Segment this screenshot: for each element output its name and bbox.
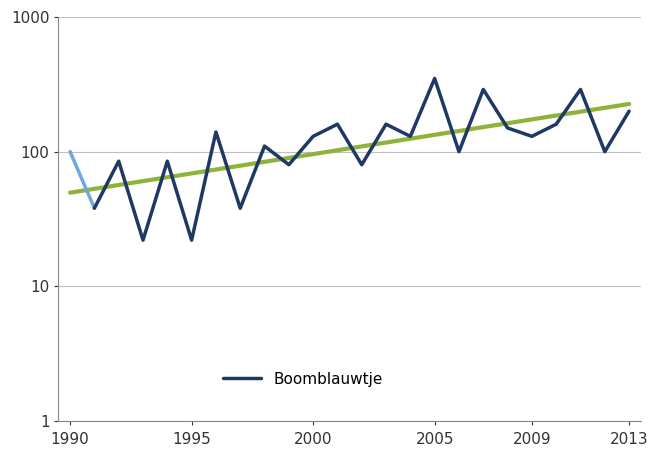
Boomblauwtje bbox=[407, 134, 414, 139]
Boomblauwtje bbox=[455, 149, 463, 154]
Boomblauwtje bbox=[576, 87, 584, 92]
Boomblauwtje bbox=[504, 125, 512, 131]
Boomblauwtje bbox=[552, 121, 560, 127]
Boomblauwtje bbox=[285, 162, 293, 168]
Boomblauwtje bbox=[115, 158, 123, 164]
Boomblauwtje bbox=[260, 143, 268, 149]
Boomblauwtje bbox=[431, 76, 439, 81]
Boomblauwtje bbox=[601, 149, 609, 154]
Boomblauwtje bbox=[139, 237, 147, 243]
Legend: Boomblauwtje: Boomblauwtje bbox=[217, 366, 389, 393]
Boomblauwtje bbox=[382, 121, 390, 127]
Boomblauwtje bbox=[334, 121, 342, 127]
Boomblauwtje bbox=[163, 158, 171, 164]
Boomblauwtje bbox=[212, 129, 220, 135]
Boomblauwtje bbox=[309, 134, 317, 139]
Boomblauwtje bbox=[236, 206, 244, 211]
Boomblauwtje bbox=[358, 162, 366, 168]
Boomblauwtje bbox=[479, 87, 487, 92]
Boomblauwtje bbox=[91, 206, 98, 211]
Boomblauwtje bbox=[188, 237, 196, 243]
Boomblauwtje bbox=[625, 109, 633, 114]
Line: Boomblauwtje: Boomblauwtje bbox=[95, 78, 629, 240]
Boomblauwtje bbox=[528, 134, 536, 139]
